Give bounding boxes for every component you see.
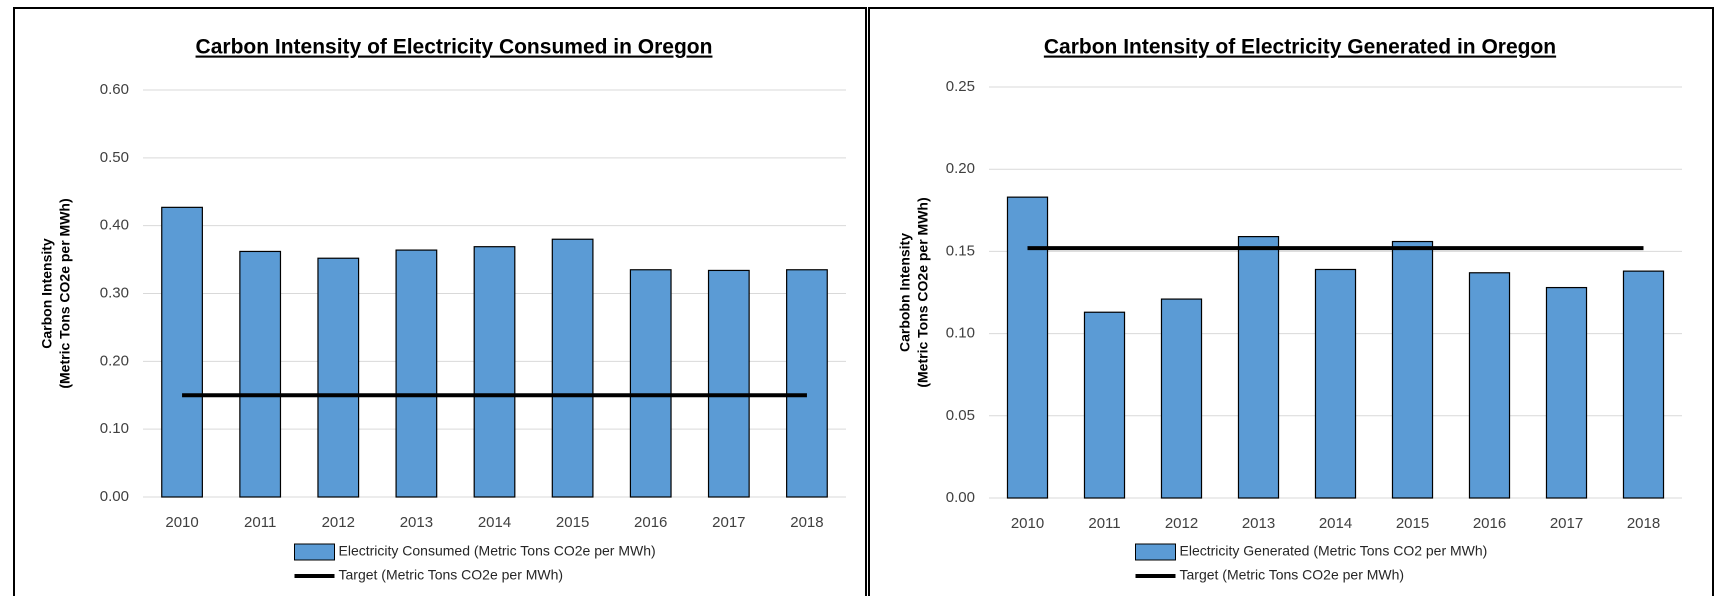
- x-tick-label: 2012: [322, 514, 355, 531]
- legend-swatch: [1135, 543, 1176, 561]
- y-tick-label: 0.10: [946, 325, 975, 342]
- x-tick-label: 2014: [1319, 515, 1352, 532]
- x-tick-label: 2015: [1396, 515, 1429, 532]
- x-tick-label: 2010: [1011, 515, 1044, 532]
- y-tick-label: 0.00: [946, 489, 975, 506]
- bar: [707, 269, 750, 498]
- bar: [239, 250, 282, 498]
- chart-title: Carbon Intensity of Electricity Consumed…: [196, 36, 713, 59]
- y-tick-label: 0.60: [100, 81, 129, 98]
- y-axis-label: (Metric Tons CO2e per MWh): [915, 197, 931, 387]
- x-tick-label: 2010: [165, 514, 198, 531]
- bar: [1545, 286, 1588, 499]
- y-tick-label: 0.20: [100, 352, 129, 369]
- x-tick-label: 2012: [1165, 515, 1198, 532]
- x-tick-label: 2011: [244, 514, 276, 531]
- y-tick-label: 0.20: [946, 160, 975, 177]
- y-tick-label: 0.10: [100, 420, 129, 437]
- bar: [551, 238, 594, 498]
- y-tick-label: 0.00: [100, 488, 129, 505]
- y-tick-label: 0.05: [946, 407, 975, 424]
- x-tick-label: 2017: [1550, 515, 1583, 532]
- x-tick-label: 2014: [478, 514, 511, 531]
- chart-title: Carbon Intensity of Electricity Generate…: [1044, 36, 1556, 59]
- bar: [1160, 298, 1203, 499]
- x-tick-label: 2018: [790, 514, 823, 531]
- x-tick-label: 2013: [400, 514, 433, 531]
- legend-label: Target (Metric Tons CO2e per MWh): [339, 567, 564, 583]
- x-tick-label: 2011: [1088, 515, 1120, 532]
- y-axis-label: (Metric Tons CO2e per MWh): [57, 198, 73, 388]
- y-axis-label: Carbon Intensity: [39, 238, 55, 349]
- x-tick-label: 2013: [1242, 515, 1275, 532]
- left-panel: [13, 7, 867, 596]
- y-tick-label: 0.50: [100, 149, 129, 166]
- bar: [1391, 240, 1434, 499]
- y-tick-label: 0.15: [946, 242, 975, 259]
- bar: [1006, 196, 1049, 499]
- legend-swatch: [294, 543, 335, 561]
- y-tick-label: 0.25: [946, 78, 975, 95]
- x-tick-label: 2016: [634, 514, 667, 531]
- bar: [1468, 272, 1511, 499]
- bar: [1622, 270, 1665, 499]
- bar: [317, 257, 360, 498]
- bar: [161, 206, 203, 498]
- right-panel: [868, 7, 1714, 596]
- bar: [1083, 311, 1126, 499]
- y-tick-label: 0.30: [100, 284, 129, 301]
- y-axis-label: Carbobn Intensity: [897, 233, 913, 352]
- legend-label: Target (Metric Tons CO2e per MWh): [1180, 567, 1405, 583]
- bar: [473, 246, 516, 498]
- x-tick-label: 2016: [1473, 515, 1506, 532]
- bar: [1314, 268, 1357, 499]
- x-tick-label: 2017: [712, 514, 745, 531]
- bar: [1237, 236, 1280, 499]
- bar: [395, 249, 438, 498]
- x-tick-label: 2018: [1627, 515, 1660, 532]
- legend-label: Electricity Generated (Metric Tons CO2 p…: [1180, 543, 1488, 559]
- x-tick-label: 2015: [556, 514, 589, 531]
- y-tick-label: 0.40: [100, 217, 129, 234]
- bar: [786, 269, 828, 498]
- bar: [629, 269, 672, 498]
- legend-label: Electricity Consumed (Metric Tons CO2e p…: [339, 543, 656, 559]
